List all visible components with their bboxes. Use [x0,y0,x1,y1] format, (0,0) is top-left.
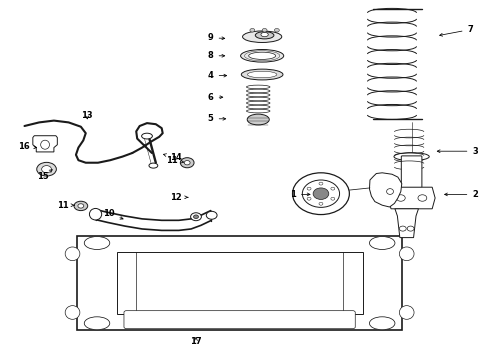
Ellipse shape [255,32,274,39]
Text: 9: 9 [208,33,225,42]
Ellipse shape [307,187,311,190]
FancyBboxPatch shape [401,156,422,188]
Ellipse shape [399,306,414,319]
Ellipse shape [65,306,80,319]
Polygon shape [117,252,363,314]
Polygon shape [395,209,418,238]
Text: 1: 1 [290,190,310,199]
Text: 12: 12 [171,193,188,202]
Ellipse shape [84,237,110,249]
Ellipse shape [37,162,56,176]
Ellipse shape [262,28,267,32]
Ellipse shape [206,211,217,219]
Polygon shape [77,236,402,330]
Ellipse shape [243,31,282,42]
Text: 11: 11 [166,156,184,165]
Ellipse shape [407,226,414,231]
Ellipse shape [302,180,340,207]
Ellipse shape [331,187,335,190]
Text: 16: 16 [18,143,37,152]
Text: 6: 6 [208,93,223,102]
Polygon shape [388,187,435,209]
Ellipse shape [387,189,393,194]
Ellipse shape [65,247,80,261]
Ellipse shape [191,213,201,221]
Polygon shape [33,136,57,152]
Ellipse shape [307,197,311,200]
Ellipse shape [194,215,198,219]
Text: 10: 10 [103,209,123,219]
Ellipse shape [293,173,349,215]
Ellipse shape [331,197,335,200]
Ellipse shape [261,32,269,37]
Text: 2: 2 [444,190,478,199]
Text: 13: 13 [81,111,93,120]
Ellipse shape [369,317,395,330]
Ellipse shape [274,28,279,32]
Text: 14: 14 [164,153,181,162]
Ellipse shape [84,317,110,330]
Ellipse shape [78,204,84,208]
Text: 7: 7 [440,25,473,36]
Ellipse shape [247,114,269,125]
Ellipse shape [142,133,152,139]
Ellipse shape [249,52,275,59]
Text: 17: 17 [190,337,202,346]
Ellipse shape [319,202,323,205]
FancyBboxPatch shape [124,311,355,329]
Ellipse shape [369,237,395,249]
Ellipse shape [180,158,194,168]
Text: 3: 3 [437,147,478,156]
Text: 4: 4 [208,71,227,80]
Ellipse shape [399,247,414,261]
Text: 15: 15 [37,170,52,181]
Text: 5: 5 [208,114,226,123]
Ellipse shape [149,163,158,168]
Ellipse shape [74,201,88,211]
Ellipse shape [42,166,51,173]
Ellipse shape [41,140,49,149]
Ellipse shape [319,182,323,185]
Text: 8: 8 [208,51,225,60]
Ellipse shape [313,188,329,199]
Ellipse shape [242,69,283,80]
Ellipse shape [241,49,284,62]
Ellipse shape [184,161,190,165]
Ellipse shape [396,195,405,201]
Ellipse shape [394,153,429,161]
Ellipse shape [247,71,277,78]
Polygon shape [369,173,402,207]
Text: 11: 11 [57,201,74,210]
Ellipse shape [399,226,406,231]
Ellipse shape [418,195,427,201]
Ellipse shape [89,208,102,220]
Ellipse shape [250,28,255,32]
